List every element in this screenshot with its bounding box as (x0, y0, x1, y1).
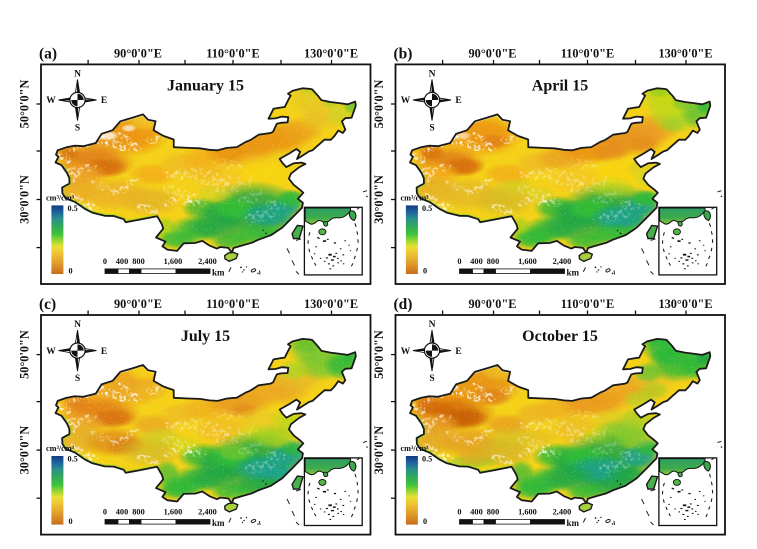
svg-text:90°0'0"E: 90°0'0"E (114, 297, 162, 311)
svg-text:W: W (401, 96, 411, 106)
svg-text:E: E (455, 347, 461, 357)
svg-text:km: km (212, 518, 225, 528)
svg-text:(a): (a) (39, 45, 57, 62)
svg-text:N: N (74, 70, 81, 80)
svg-text:130°0'0"E: 130°0'0"E (658, 297, 712, 311)
svg-text:110°0'0"E: 110°0'0"E (561, 297, 614, 311)
svg-text:W: W (46, 347, 56, 357)
svg-text:0: 0 (103, 508, 107, 517)
svg-text:110°0'0"E: 110°0'0"E (561, 46, 614, 60)
svg-text:S: S (75, 124, 80, 134)
svg-text:30°0'0"N: 30°0'0"N (372, 426, 386, 475)
svg-text:2,400: 2,400 (553, 257, 572, 266)
svg-text:1,600: 1,600 (164, 257, 183, 266)
svg-text:90°0'0"E: 90°0'0"E (114, 46, 162, 60)
svg-text:800: 800 (487, 257, 499, 266)
svg-text:0: 0 (69, 266, 73, 275)
svg-text:0: 0 (457, 257, 461, 266)
svg-text:(d): (d) (394, 296, 413, 313)
svg-text:N: N (429, 320, 436, 330)
svg-text:110°0'0"E: 110°0'0"E (206, 297, 259, 311)
svg-text:0: 0 (423, 266, 427, 275)
svg-text:0.5: 0.5 (68, 204, 78, 213)
svg-text:2,400: 2,400 (198, 257, 217, 266)
svg-text:130°0'0"E: 130°0'0"E (304, 297, 358, 311)
svg-text:E: E (455, 96, 461, 106)
svg-text:January 15: January 15 (167, 77, 244, 94)
svg-text:130°0'0"E: 130°0'0"E (304, 46, 358, 60)
svg-text:W: W (401, 347, 411, 357)
svg-text:800: 800 (132, 257, 144, 266)
svg-text:0: 0 (457, 508, 461, 517)
svg-text:N: N (429, 70, 436, 80)
svg-text:0: 0 (69, 517, 73, 526)
svg-text:400: 400 (470, 508, 482, 517)
svg-text:0: 0 (423, 517, 427, 526)
svg-text:cm³/cm³: cm³/cm³ (46, 193, 75, 202)
svg-text:400: 400 (470, 257, 482, 266)
svg-text:400: 400 (116, 257, 128, 266)
svg-text:0.5: 0.5 (422, 204, 432, 213)
svg-text:E: E (101, 347, 107, 357)
svg-text:800: 800 (132, 508, 144, 517)
svg-text:S: S (429, 124, 434, 134)
svg-text:800: 800 (487, 508, 499, 517)
svg-text:1,600: 1,600 (518, 508, 537, 517)
svg-text:110°0'0"E: 110°0'0"E (206, 46, 259, 60)
svg-text:50°0'0"N: 50°0'0"N (372, 330, 386, 379)
svg-text:2,400: 2,400 (198, 508, 217, 517)
svg-text:1,600: 1,600 (164, 508, 183, 517)
svg-text:cm³/cm³: cm³/cm³ (401, 193, 430, 202)
svg-text:km: km (567, 267, 580, 277)
svg-text:cm³/cm³: cm³/cm³ (401, 444, 430, 453)
svg-text:30°0'0"N: 30°0'0"N (372, 175, 386, 224)
svg-text:90°0'0"E: 90°0'0"E (469, 46, 517, 60)
svg-text:N: N (74, 320, 81, 330)
svg-text:July 15: July 15 (181, 328, 230, 345)
svg-text:50°0'0"N: 50°0'0"N (18, 80, 32, 129)
svg-text:km: km (212, 267, 225, 277)
svg-text:50°0'0"N: 50°0'0"N (18, 330, 32, 379)
svg-text:1,600: 1,600 (518, 257, 537, 266)
svg-text:0.5: 0.5 (68, 455, 78, 464)
svg-text:0: 0 (103, 257, 107, 266)
svg-text:90°0'0"E: 90°0'0"E (469, 297, 517, 311)
svg-text:S: S (429, 374, 434, 384)
svg-text:E: E (101, 96, 107, 106)
svg-text:cm³/cm³: cm³/cm³ (46, 444, 75, 453)
svg-text:400: 400 (116, 508, 128, 517)
svg-text:30°0'0"N: 30°0'0"N (18, 426, 32, 475)
svg-text:April 15: April 15 (532, 77, 588, 94)
svg-text:130°0'0"E: 130°0'0"E (658, 46, 712, 60)
svg-text:km: km (567, 518, 580, 528)
svg-text:(c): (c) (39, 296, 56, 313)
svg-text:50°0'0"N: 50°0'0"N (372, 80, 386, 129)
svg-text:2,400: 2,400 (553, 508, 572, 517)
svg-text:0.5: 0.5 (422, 455, 432, 464)
svg-text:S: S (75, 374, 80, 384)
svg-text:October 15: October 15 (522, 328, 598, 345)
svg-text:(b): (b) (394, 45, 413, 62)
svg-text:W: W (46, 96, 56, 106)
svg-text:30°0'0"N: 30°0'0"N (18, 175, 32, 224)
